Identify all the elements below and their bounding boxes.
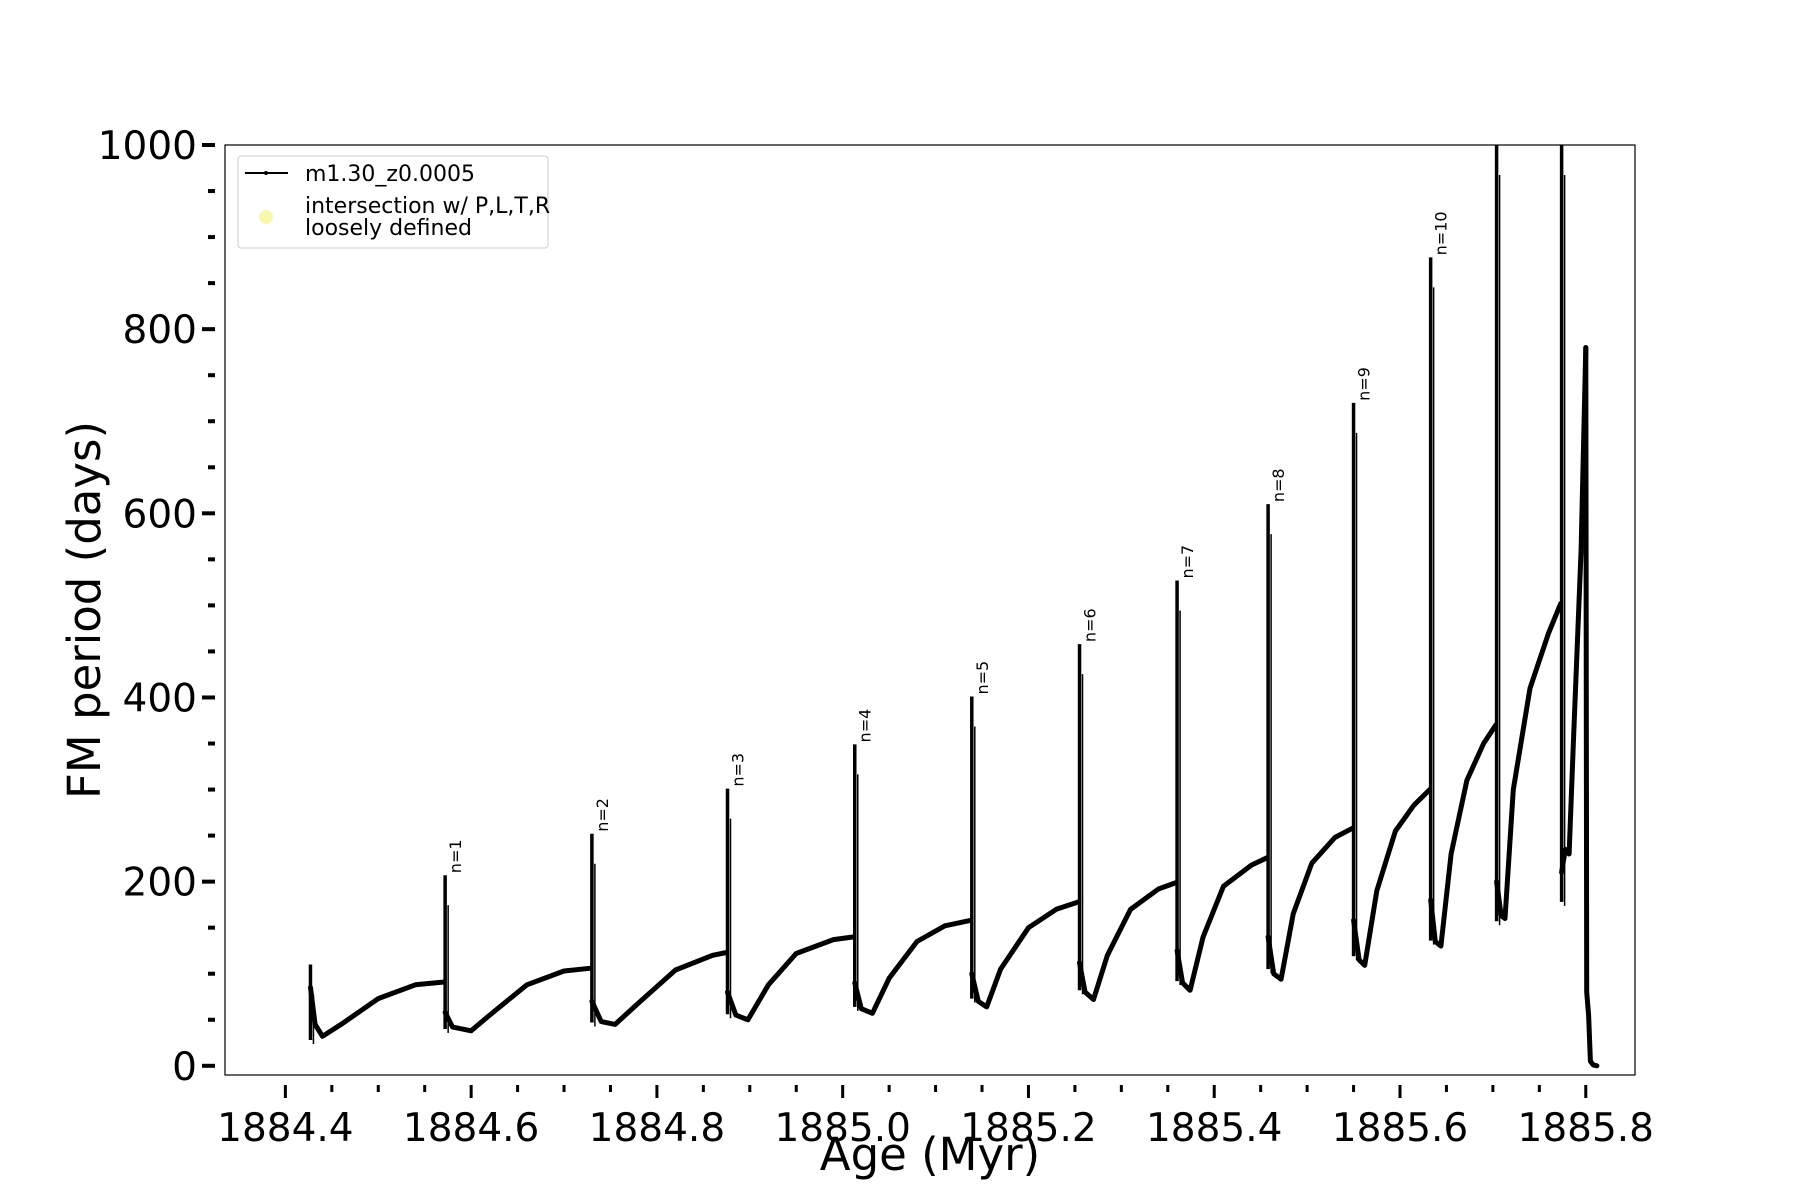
series-segment-3 bbox=[725, 934, 857, 1023]
x-tick-label-6: 1885.6 bbox=[1332, 1106, 1468, 1151]
x-axis-title: Age (Myr) bbox=[820, 1128, 1040, 1181]
y-tick-label-2: 400 bbox=[123, 676, 197, 721]
y-tick-label-3: 600 bbox=[123, 492, 197, 537]
x-tick-label-0: 1884.4 bbox=[217, 1106, 353, 1151]
plot-data bbox=[308, 145, 1600, 1069]
series-segment-5 bbox=[969, 899, 1082, 1010]
pulse-label-n6: n=6 bbox=[1081, 608, 1100, 642]
pulse-label-n2: n=2 bbox=[593, 798, 612, 832]
pulse-label-n9: n=9 bbox=[1355, 367, 1374, 401]
pulse-label-n3: n=3 bbox=[729, 753, 748, 787]
x-tick-label-4: 1885.2 bbox=[960, 1106, 1096, 1151]
series-segment-1 bbox=[442, 965, 594, 1034]
x-tick-label-2: 1884.8 bbox=[589, 1106, 725, 1151]
x-axis: 1884.4 1884.6 1884.8 1885.0 1885.2 1885.4 1885… bbox=[217, 1085, 1654, 1151]
x-tick-label-3: 1885.0 bbox=[774, 1106, 910, 1151]
series-segment-0 bbox=[308, 979, 447, 1039]
legend-intersection-marker bbox=[259, 210, 273, 224]
y-tick-label-0: 0 bbox=[172, 1045, 197, 1090]
y-tick-label-4: 800 bbox=[123, 308, 197, 353]
y-tick-label-1: 200 bbox=[123, 861, 197, 906]
pulse-label-n4: n=4 bbox=[856, 709, 875, 743]
x-tick-label-5: 1885.4 bbox=[1146, 1106, 1282, 1151]
series-segment-2 bbox=[589, 950, 730, 1027]
legend-box bbox=[237, 155, 549, 249]
series-segment-9 bbox=[1351, 787, 1433, 968]
pulse-label-n10: n=10 bbox=[1432, 211, 1451, 255]
series-segment-4 bbox=[852, 917, 974, 1016]
series-segment-6 bbox=[1077, 880, 1179, 1002]
pulse-annotations: n=1 n=2 n=3 n=4 n=5 n=6 n=7 n=8 n=9 n=10 bbox=[446, 211, 1451, 873]
pulse-label-n5: n=5 bbox=[973, 661, 992, 695]
pulse-label-n7: n=7 bbox=[1178, 545, 1197, 579]
legend-label-model: m1.30_z0.0005 bbox=[305, 162, 475, 187]
y-tick-label-5: 1000 bbox=[98, 124, 197, 169]
pulse-label-n8: n=8 bbox=[1269, 468, 1288, 502]
x-tick-label-7: 1885.8 bbox=[1518, 1106, 1654, 1151]
x-tick-label-1: 1884.6 bbox=[403, 1106, 539, 1151]
legend-label-intersection: intersection w/ P,L,T,R bbox=[305, 194, 550, 219]
legend-line-point bbox=[264, 171, 268, 175]
series-segment-11 bbox=[1494, 601, 1564, 921]
y-axis: 0 200 400 600 800 1000 bbox=[98, 124, 215, 1090]
series-segment-13 bbox=[1583, 345, 1600, 1069]
plot-frame bbox=[224, 144, 1636, 1076]
legend-label-intersection-line2: loosely defined bbox=[305, 216, 472, 241]
pulse-label-n1: n=1 bbox=[446, 839, 465, 873]
series-segment-7 bbox=[1174, 855, 1270, 993]
y-axis-title: FM period (days) bbox=[58, 421, 111, 799]
series-segment-10 bbox=[1428, 722, 1499, 949]
series-segment-8 bbox=[1265, 825, 1356, 982]
legend: m1.30_z0.0005 intersection w/ P,L,T,R lo… bbox=[237, 155, 550, 249]
